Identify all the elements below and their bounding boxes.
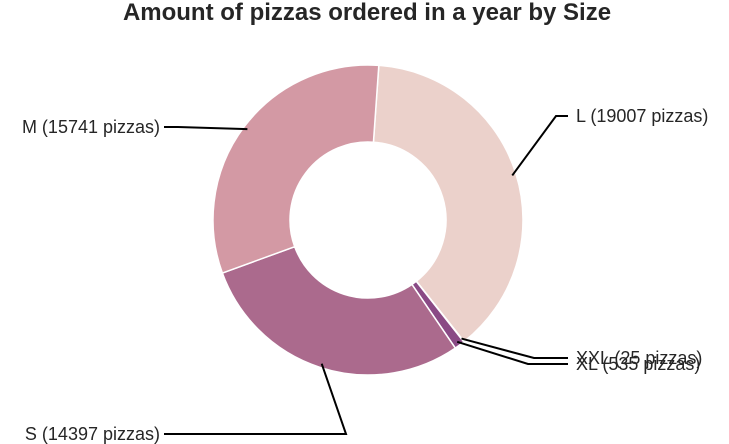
slice-m <box>212 64 380 274</box>
slice-label-xl: XL (535 pizzas) <box>576 354 700 374</box>
leader-line-s <box>164 363 348 435</box>
slice-label-l: L (19007 pizzas) <box>576 106 708 126</box>
slice-label-xxl: XXL (25 pizzas) <box>576 348 702 368</box>
leader-line-l <box>511 115 568 177</box>
chart-title: Amount of pizzas ordered in a year by Si… <box>123 0 611 26</box>
slice-label-m: M (15741 pizzas) <box>22 117 160 137</box>
slice-s <box>221 245 457 376</box>
slice-l <box>372 64 524 343</box>
leader-line-xxl <box>461 337 568 359</box>
leader-line-xl <box>456 340 568 365</box>
leader-line-m <box>164 126 248 131</box>
slice-label-s: S (14397 pizzas) <box>25 424 160 444</box>
